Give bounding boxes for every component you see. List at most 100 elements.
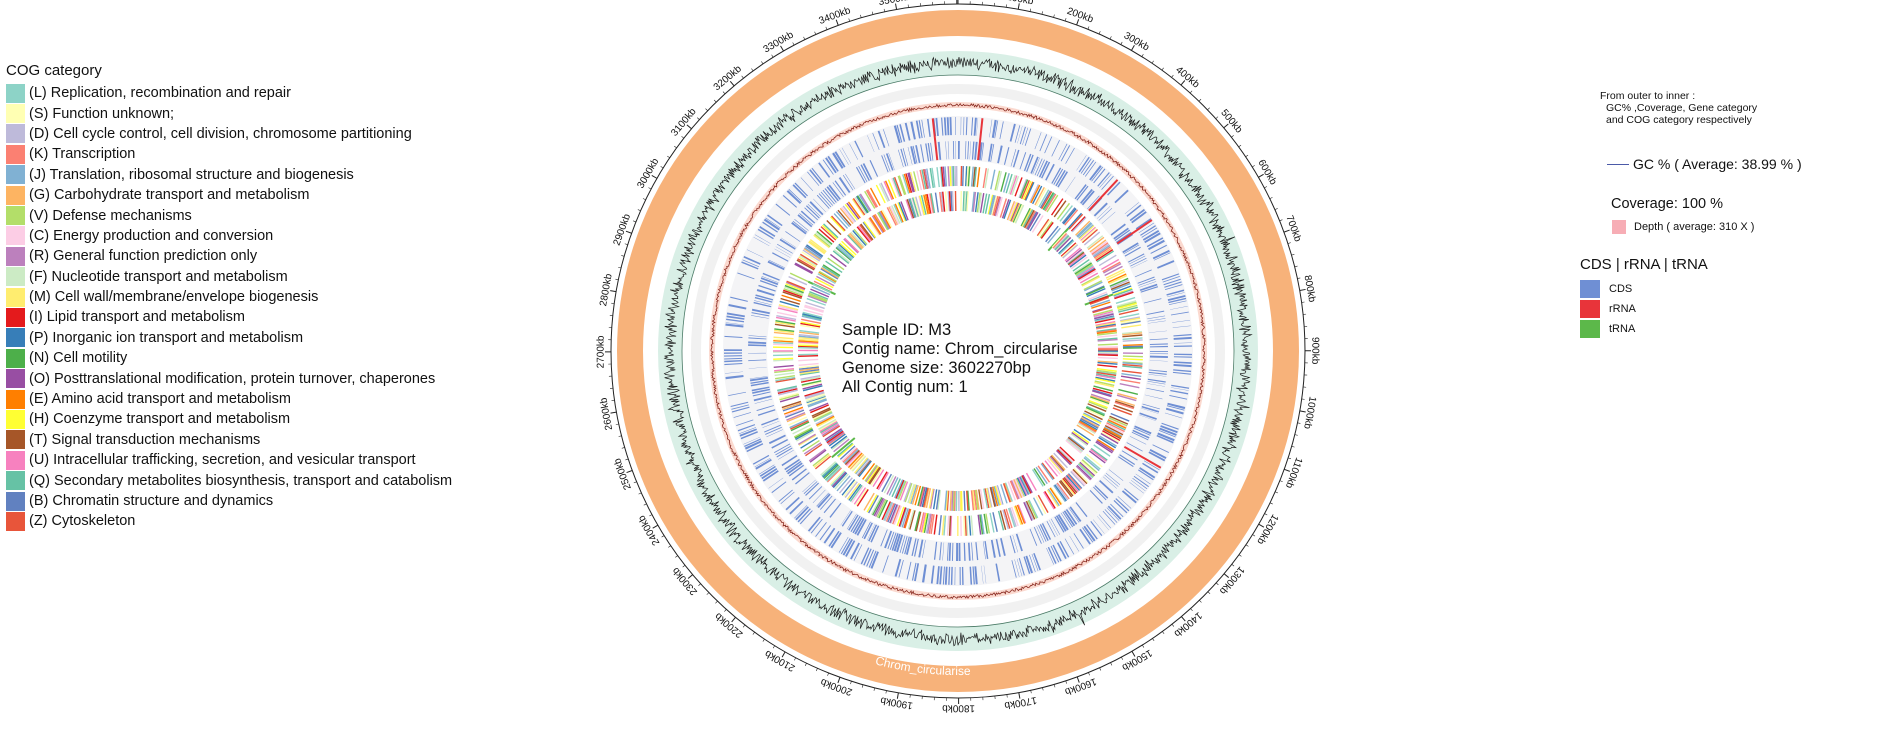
cog-reverse-mark [1078,421,1097,433]
cog-reverse-mark [798,334,819,338]
cog-forward-mark [1067,212,1083,229]
cog-forward-mark [844,203,859,221]
cog-reverse-mark [1096,328,1117,333]
major-tick [895,3,898,10]
cog-reverse-mark [881,473,893,493]
cog-forward-mark [786,411,806,421]
cog-forward-mark [1104,425,1124,436]
cds-reverse-block [862,163,873,180]
tick-label: 2000kb [819,676,854,698]
cds-reverse-block [861,521,871,539]
cds-reverse-block [807,203,821,217]
cog-reverse-mark [866,465,880,484]
cds-forward-block [739,427,757,434]
minor-tick [633,481,637,484]
cds-forward-block [1124,488,1139,501]
cds-reverse-block [1069,506,1082,522]
cog-forward-mark [1078,462,1095,478]
cds-forward-block [995,563,1001,582]
cds-reverse-block [1139,281,1157,288]
cog-forward-mark [875,498,886,517]
feature-legend-trna: tRNA [1580,320,1635,338]
cog-reverse-mark [926,193,932,214]
cog-color-swatch [6,369,25,389]
minor-tick [675,555,678,558]
cog-reverse-mark [806,394,826,403]
cog-reverse-mark [886,207,897,226]
cog-forward-mark [835,211,851,228]
cog-forward-mark [936,167,940,188]
cog-forward-mark [778,392,799,400]
cds-reverse-block [889,532,897,550]
cds-reverse-block [887,531,895,550]
cds-forward-block [1076,155,1087,171]
cds-forward-block [1170,389,1189,395]
cog-reverse-mark [1003,482,1012,503]
cog-reverse-mark [812,409,832,420]
cog-forward-mark [989,512,995,533]
cog-reverse-mark [895,479,905,499]
cds-forward-block [948,566,951,585]
cog-forward-mark [774,369,795,374]
cog-forward-mark [984,168,990,189]
cog-forward-mark [773,338,794,342]
cog-reverse-mark [1053,452,1068,469]
cog-reverse-mark [974,489,979,510]
cog-reverse-mark [802,313,823,320]
minor-tick [792,42,795,46]
cds-reverse-block [1119,454,1136,465]
cog-forward-mark [1003,509,1011,529]
minor-tick [762,638,765,642]
cog-reverse-mark [1095,377,1116,384]
cds-forward-block [1069,535,1080,552]
cog-forward-mark [1061,478,1076,496]
cog-forward-mark [821,462,838,477]
cog-forward-mark [1008,174,1016,195]
cog-reverse-mark [965,191,968,212]
cog-color-swatch [6,104,25,124]
cog-forward-mark [1067,473,1083,489]
cog-forward-mark [836,475,851,492]
cog-reverse-mark [1020,207,1031,227]
cds-reverse-block [748,337,767,340]
cds-reverse-block [787,462,803,475]
cog-forward-mark [1109,277,1129,287]
cds-reverse-block [749,377,769,382]
cog-forward-mark [1116,301,1137,309]
cds-forward-block [728,391,747,396]
cds-forward-block [800,177,814,192]
cog-reverse-mark [924,194,931,215]
cog-reverse-mark [899,481,909,501]
cds-forward-block [893,125,901,144]
cds-forward-block [1051,139,1060,157]
cog-reverse-mark [804,304,825,312]
cog-reverse-mark [962,191,965,212]
cds-forward-block [740,431,758,440]
cog-forward-mark [869,187,881,206]
cds-forward-block [1160,425,1178,434]
cog-forward-mark [901,508,909,528]
minor-tick [1274,208,1278,210]
cog-reverse-mark [990,486,997,507]
gc-ring-inner-edge [681,74,1235,628]
cog-reverse-mark [1060,242,1077,257]
cds-reverse-block [756,289,775,297]
cog-reverse-mark [811,407,831,417]
cog-reverse-mark [1053,234,1069,250]
cog-reverse-mark [815,277,834,289]
ring-order-line-2: GC% ,Coverage, Gene category [1606,102,1758,114]
cog-reverse-mark [798,344,819,347]
cog-forward-mark [1113,290,1134,299]
cds-forward-block [724,357,743,360]
cds-reverse-block [776,243,793,254]
cog-forward-mark [792,424,811,435]
cog-forward-mark [774,372,795,377]
cog-legend: COG category (L) Replication, recombinat… [6,62,452,532]
cog-forward-mark [1093,244,1111,258]
cog-reverse-mark [1094,316,1115,322]
trna-swatch [1580,320,1600,338]
cds-reverse-block [904,536,910,555]
cog-forward-mark [1102,428,1122,440]
cog-reverse-mark [1065,439,1082,454]
cog-forward-mark [781,294,801,302]
